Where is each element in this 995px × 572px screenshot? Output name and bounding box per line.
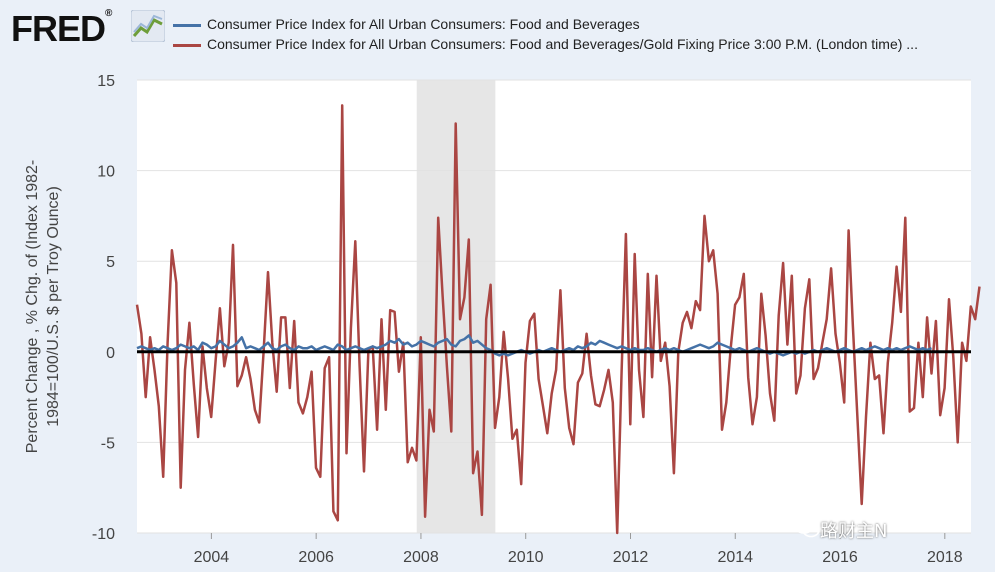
y-tick-label: -5: [101, 435, 115, 452]
logo-registered-mark: ®: [105, 8, 112, 19]
y-tick-label: 10: [97, 164, 115, 181]
legend-item-cpi-gold[interactable]: Consumer Price Index for All Urban Consu…: [173, 36, 918, 52]
header: FRED® Consumer Price Index for All Urban…: [0, 0, 995, 60]
y-tick-label: 15: [97, 73, 115, 90]
legend-swatch-red: [173, 43, 201, 47]
x-tick-label: 2012: [613, 549, 649, 566]
y-tick-label: 5: [106, 254, 115, 271]
x-tick-label: 2010: [508, 549, 544, 566]
watermark-text: 路财主N: [820, 521, 888, 542]
fred-logo[interactable]: FRED®: [11, 8, 112, 50]
x-tick-label: 2006: [298, 549, 334, 566]
plot-area: [137, 80, 971, 533]
y-tick-label: -10: [92, 526, 115, 543]
chart-logo-icon: [131, 10, 165, 42]
x-tick-label: 2004: [194, 549, 230, 566]
logo-text: FRED: [11, 8, 106, 49]
legend-item-cpi-food[interactable]: Consumer Price Index for All Urban Consu…: [173, 16, 640, 32]
x-tick-label: 2014: [717, 549, 753, 566]
x-tick-label: 2018: [927, 549, 963, 566]
x-tick-label: 2016: [822, 549, 858, 566]
legend-label-cpi-food: Consumer Price Index for All Urban Consu…: [207, 16, 640, 32]
wechat-icon: [793, 516, 820, 538]
legend-swatch-blue: [173, 23, 201, 27]
legend-label-cpi-gold: Consumer Price Index for All Urban Consu…: [207, 36, 918, 52]
y-tick-label: 0: [106, 345, 115, 362]
series-line-cpi-gold: [135, 104, 981, 535]
x-tick-label: 2008: [403, 549, 439, 566]
